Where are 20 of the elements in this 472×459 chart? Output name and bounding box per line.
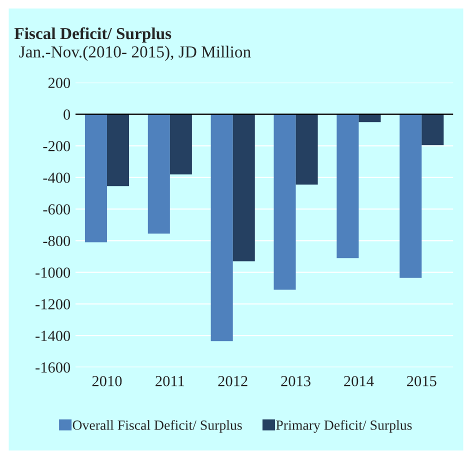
y-tick-label: 200 — [48, 78, 70, 88]
x-tick-label: 2011 — [156, 376, 184, 386]
x-tick-label: 2015 — [407, 376, 436, 386]
x-tick-label: 2010 — [92, 376, 122, 386]
y-tick-label: -1200 — [36, 299, 70, 310]
y-tick-label: 0 — [64, 109, 70, 120]
x-tick-label: 2012 — [218, 376, 248, 386]
x-tick-label: 2013 — [281, 376, 310, 386]
y-tick-label: -1000 — [36, 267, 70, 278]
y-tick-label: -400 — [43, 172, 70, 183]
y-tick-label: -1400 — [36, 330, 70, 342]
y-tick-label: -200 — [43, 141, 70, 152]
x-tick-label: 2014 — [344, 376, 374, 386]
y-tick-label: -800 — [43, 236, 70, 246]
y-tick-label: -1600 — [36, 362, 70, 373]
legend-label: Overall Fiscal Deficit/ Surplus — [72, 420, 242, 433]
y-tick-label: -600 — [43, 204, 70, 215]
legend-label: Primary Deficit/ Surplus — [276, 420, 412, 433]
chart-title: Fiscal Deficit/ Surplus — [14, 27, 172, 43]
chart-subtitle: Jan.-Nov.(2010- 2015), JD Million — [19, 46, 251, 61]
